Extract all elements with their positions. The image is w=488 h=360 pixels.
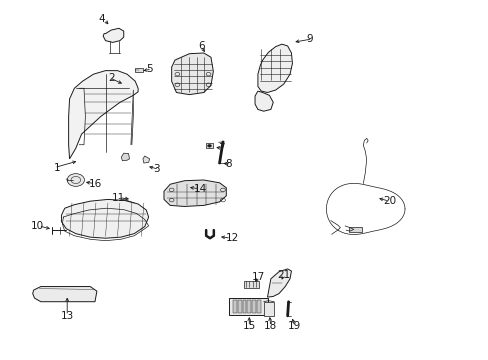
Bar: [247, 300, 251, 313]
Text: 8: 8: [225, 159, 231, 169]
Circle shape: [207, 144, 211, 147]
Text: 4: 4: [98, 14, 105, 24]
Text: 12: 12: [225, 233, 238, 243]
Text: 11: 11: [111, 193, 124, 203]
Text: 2: 2: [108, 73, 115, 83]
Polygon shape: [33, 287, 97, 302]
Bar: [232, 300, 236, 313]
Polygon shape: [255, 91, 273, 111]
Polygon shape: [68, 71, 138, 159]
Bar: [256, 300, 260, 313]
Bar: [271, 279, 282, 287]
Text: 7: 7: [218, 143, 224, 153]
Bar: [348, 226, 362, 232]
Text: 17: 17: [252, 272, 265, 282]
Bar: [242, 300, 246, 313]
Text: 19: 19: [287, 321, 301, 332]
Text: 5: 5: [146, 64, 153, 74]
Bar: [237, 300, 241, 313]
Text: 15: 15: [242, 321, 255, 332]
Text: 1: 1: [53, 163, 60, 173]
Text: 14: 14: [194, 184, 207, 194]
Polygon shape: [103, 28, 123, 42]
Text: 16: 16: [89, 179, 102, 189]
Text: 10: 10: [31, 221, 44, 231]
Bar: [135, 68, 142, 72]
Bar: [229, 298, 267, 315]
Polygon shape: [163, 180, 226, 207]
Text: 21: 21: [277, 270, 290, 280]
Polygon shape: [257, 44, 292, 93]
Text: 6: 6: [198, 41, 204, 51]
Polygon shape: [267, 269, 291, 297]
Bar: [263, 302, 274, 316]
Text: 3: 3: [153, 165, 160, 174]
Bar: [243, 280, 258, 288]
Circle shape: [67, 174, 84, 186]
Text: 18: 18: [264, 321, 277, 332]
Bar: [252, 300, 256, 313]
Polygon shape: [121, 153, 129, 161]
Text: 20: 20: [383, 196, 396, 206]
Text: 9: 9: [306, 34, 313, 44]
Polygon shape: [61, 199, 148, 238]
Polygon shape: [142, 156, 149, 163]
Bar: [206, 143, 212, 148]
Polygon shape: [171, 53, 213, 95]
Text: 13: 13: [61, 311, 74, 321]
